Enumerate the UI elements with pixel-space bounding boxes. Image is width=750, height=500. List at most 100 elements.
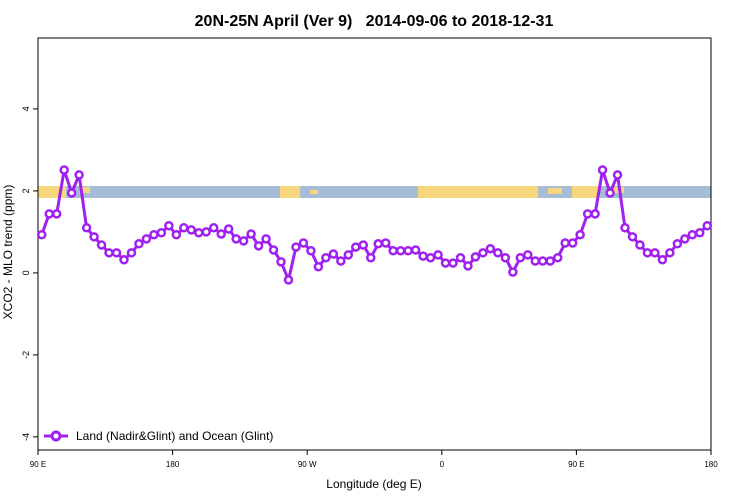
x-tick-label: 0 (440, 460, 445, 469)
point (223, 224, 234, 234)
point (66, 188, 77, 198)
point (605, 188, 615, 198)
point (126, 248, 137, 258)
point (388, 246, 398, 256)
point (238, 236, 249, 246)
y-tick-label: 2 (21, 188, 31, 193)
point (410, 245, 421, 255)
point (455, 252, 466, 263)
point (291, 242, 301, 252)
point (81, 223, 92, 233)
point (395, 246, 406, 256)
x-tick-label: 180 (166, 460, 180, 469)
point (44, 209, 54, 219)
point (149, 230, 159, 240)
y-tick-label: -2 (21, 351, 31, 359)
point (530, 256, 541, 266)
point (164, 221, 174, 231)
point (635, 240, 645, 250)
point (51, 209, 62, 219)
map-strip (38, 186, 711, 198)
point (672, 239, 683, 249)
legend-marker (50, 430, 62, 442)
point (179, 223, 189, 233)
point (485, 243, 496, 254)
point (425, 252, 436, 263)
point (216, 229, 226, 239)
x-tick-label: 90 E (568, 460, 584, 469)
point (620, 223, 630, 233)
point (538, 256, 548, 266)
point (478, 248, 488, 258)
point (463, 261, 473, 271)
point (680, 234, 690, 244)
point (523, 250, 533, 260)
point (403, 246, 413, 256)
point (687, 230, 698, 240)
point (119, 255, 129, 265)
point (313, 262, 324, 272)
chart-title: 20N-25N April (Ver 9) 2014-09-06 to 2018… (195, 13, 554, 30)
point (231, 234, 241, 244)
legend: Land (Nadir&Glint) and Ocean (Glint) (44, 429, 273, 443)
point (418, 251, 428, 261)
point (582, 209, 593, 219)
point (695, 227, 705, 238)
point (186, 225, 197, 235)
point (545, 256, 555, 266)
point (261, 234, 271, 244)
y-tick-label: 4 (21, 106, 31, 111)
point (336, 256, 346, 266)
point (36, 230, 47, 240)
point (627, 232, 638, 242)
point (702, 221, 713, 231)
point (74, 170, 84, 180)
point (657, 255, 668, 265)
point (552, 252, 563, 263)
point (508, 267, 518, 277)
point (283, 275, 294, 285)
point (433, 250, 443, 260)
point (89, 232, 99, 242)
point (351, 242, 361, 252)
point (171, 230, 182, 240)
point (665, 248, 675, 258)
point (156, 227, 167, 238)
point (268, 245, 279, 255)
point (567, 238, 578, 248)
point (306, 246, 316, 256)
plot-frame (37, 37, 712, 451)
point (597, 165, 608, 175)
point (448, 258, 458, 268)
point (104, 248, 114, 258)
point (642, 248, 653, 258)
point (650, 248, 660, 258)
point (575, 230, 585, 240)
point (96, 240, 107, 250)
point (500, 252, 511, 263)
legend-label: Land (Nadir&Glint) and Ocean (Glint) (76, 429, 273, 443)
y-tick-label: 0 (21, 270, 31, 275)
point (328, 249, 339, 259)
point (380, 238, 391, 248)
x-tick-label: 90 E (30, 460, 46, 469)
point (134, 239, 144, 249)
point (373, 239, 383, 249)
point (111, 248, 122, 258)
point (366, 252, 376, 263)
point (141, 234, 152, 244)
point (515, 252, 526, 263)
point (321, 252, 331, 263)
point (440, 258, 451, 268)
y-tick-label: -4 (21, 433, 31, 441)
point (59, 165, 69, 175)
point (470, 252, 481, 262)
point (276, 257, 286, 267)
point (194, 227, 204, 238)
point (590, 209, 600, 219)
point (246, 229, 256, 239)
y-axis-label: XCO2 - MLO trend (ppm) (1, 185, 15, 320)
point (208, 223, 219, 233)
point (493, 248, 503, 258)
